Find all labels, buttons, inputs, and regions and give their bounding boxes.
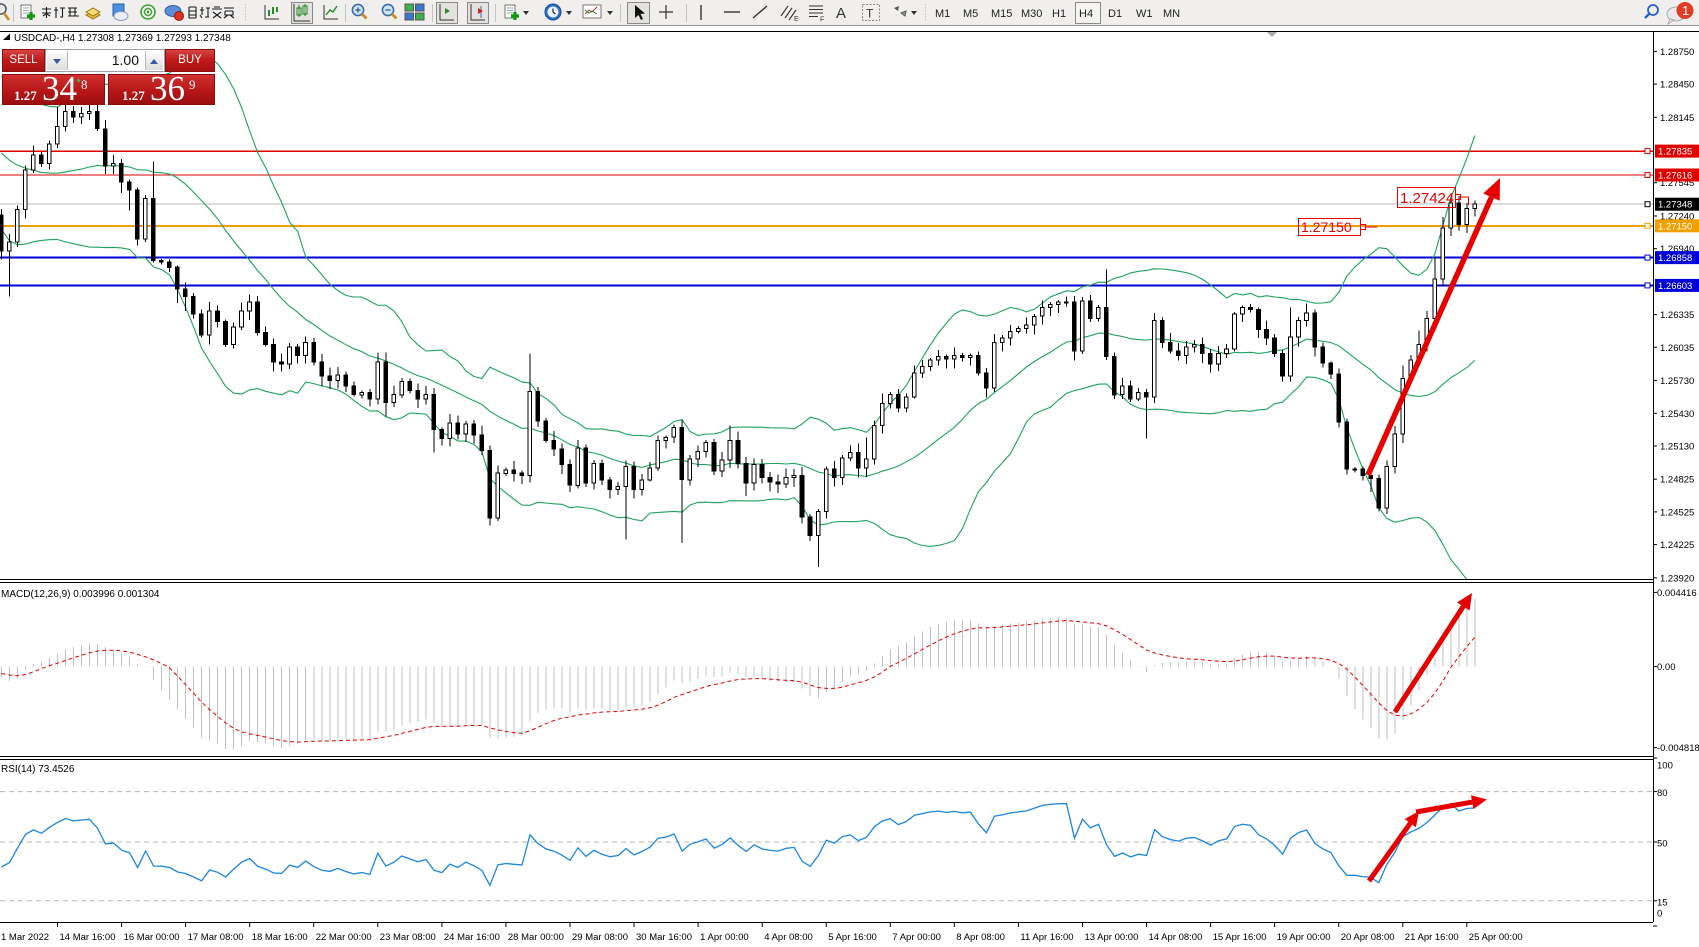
svg-text:16 Mar 00:00: 16 Mar 00:00	[124, 932, 180, 943]
svg-text:W1: W1	[1136, 8, 1153, 20]
svg-text:19 Apr 00:00: 19 Apr 00:00	[1277, 932, 1331, 943]
svg-text:100: 100	[1657, 761, 1673, 772]
svg-text:RSI(14) 73.4526: RSI(14) 73.4526	[1, 764, 75, 775]
svg-text:28 Mar 00:00: 28 Mar 00:00	[508, 932, 564, 943]
svg-text:20 Apr 08:00: 20 Apr 08:00	[1341, 932, 1395, 943]
svg-text:M30: M30	[1021, 8, 1042, 20]
svg-text:A: A	[836, 5, 846, 22]
svg-text:50: 50	[1657, 839, 1668, 850]
svg-text:M1: M1	[935, 8, 950, 20]
svg-text:1.23920: 1.23920	[1660, 573, 1694, 584]
svg-text:1 Apr 00:00: 1 Apr 00:00	[700, 932, 749, 943]
svg-text:M5: M5	[963, 8, 978, 20]
svg-text:1.26035: 1.26035	[1660, 343, 1694, 354]
svg-text:1.25430: 1.25430	[1660, 409, 1694, 420]
svg-text:15 Apr 16:00: 15 Apr 16:00	[1213, 932, 1267, 943]
svg-text:1.25730: 1.25730	[1660, 376, 1694, 387]
svg-text:1.24525: 1.24525	[1660, 507, 1694, 518]
svg-text:H4: H4	[1079, 8, 1093, 20]
svg-text:0.00: 0.00	[1657, 662, 1676, 673]
svg-text:H1: H1	[1052, 8, 1066, 20]
svg-text:25 Apr 00:00: 25 Apr 00:00	[1469, 932, 1523, 943]
svg-text:1.27150: 1.27150	[1658, 221, 1692, 232]
svg-text:1.27348: 1.27348	[1658, 200, 1692, 211]
svg-text:M15: M15	[991, 8, 1012, 20]
svg-text:17 Mar 08:00: 17 Mar 08:00	[188, 932, 244, 943]
svg-text:11 Apr 16:00: 11 Apr 16:00	[1020, 932, 1073, 943]
svg-text:1.28145: 1.28145	[1660, 113, 1694, 124]
svg-text:8 Apr 08:00: 8 Apr 08:00	[956, 932, 1005, 943]
svg-text:-0.004818: -0.004818	[1657, 743, 1699, 754]
svg-text:1.26858: 1.26858	[1658, 253, 1692, 264]
svg-text:0: 0	[1657, 909, 1662, 920]
svg-text:1.28450: 1.28450	[1660, 80, 1694, 91]
svg-text:1.26335: 1.26335	[1660, 310, 1694, 321]
svg-text:USDCAD-,H4 1.27308 1.27369 1.: USDCAD-,H4 1.27308 1.27369 1.27293 1.273…	[14, 33, 231, 44]
svg-text:80: 80	[1657, 788, 1668, 799]
svg-text:30 Mar 16:00: 30 Mar 16:00	[636, 932, 692, 943]
svg-text:0.004416: 0.004416	[1657, 588, 1697, 599]
svg-text:1 Mar 2022: 1 Mar 2022	[1, 932, 49, 943]
svg-text:1.27835: 1.27835	[1658, 147, 1692, 158]
svg-text:1: 1	[1682, 3, 1689, 18]
svg-text:14 Apr 08:00: 14 Apr 08:00	[1149, 932, 1203, 943]
svg-text:F: F	[820, 17, 824, 24]
svg-text:15: 15	[1657, 898, 1668, 909]
svg-text:1.27545: 1.27545	[1660, 178, 1694, 189]
svg-text:4 Apr 08:00: 4 Apr 08:00	[764, 932, 813, 943]
svg-text:1.26603: 1.26603	[1658, 281, 1692, 292]
svg-text:29 Mar 08:00: 29 Mar 08:00	[572, 932, 628, 943]
svg-text:5 Apr 16:00: 5 Apr 16:00	[828, 932, 877, 943]
svg-text:MACD(12,26,9) 0.003996 0.00130: MACD(12,26,9) 0.003996 0.001304	[1, 589, 160, 600]
svg-text:1.25130: 1.25130	[1660, 442, 1694, 453]
svg-text:1.24825: 1.24825	[1660, 475, 1694, 486]
svg-text:1.27240: 1.27240	[1660, 212, 1694, 223]
svg-text:D1: D1	[1108, 8, 1122, 20]
svg-text:MN: MN	[1163, 8, 1180, 20]
svg-text:23 Mar 08:00: 23 Mar 08:00	[380, 932, 436, 943]
svg-text:1.28750: 1.28750	[1660, 47, 1694, 58]
svg-text:1.26940: 1.26940	[1660, 244, 1694, 255]
svg-text:E: E	[794, 16, 799, 23]
svg-text:21 Apr 16:00: 21 Apr 16:00	[1405, 932, 1459, 943]
svg-text:T: T	[866, 7, 874, 21]
svg-text:1.27150: 1.27150	[1301, 219, 1352, 235]
svg-text:1.27616: 1.27616	[1658, 171, 1692, 182]
svg-text:22 Mar 00:00: 22 Mar 00:00	[316, 932, 372, 943]
svg-text:1.27424: 1.27424	[1400, 190, 1454, 207]
svg-text:13 Apr 00:00: 13 Apr 00:00	[1085, 932, 1139, 943]
svg-text:18 Mar 16:00: 18 Mar 16:00	[252, 932, 308, 943]
svg-text:1.24225: 1.24225	[1660, 540, 1694, 551]
svg-text:14 Mar 16:00: 14 Mar 16:00	[60, 932, 116, 943]
svg-text:7 Apr 00:00: 7 Apr 00:00	[892, 932, 941, 943]
svg-text:24 Mar 16:00: 24 Mar 16:00	[444, 932, 500, 943]
